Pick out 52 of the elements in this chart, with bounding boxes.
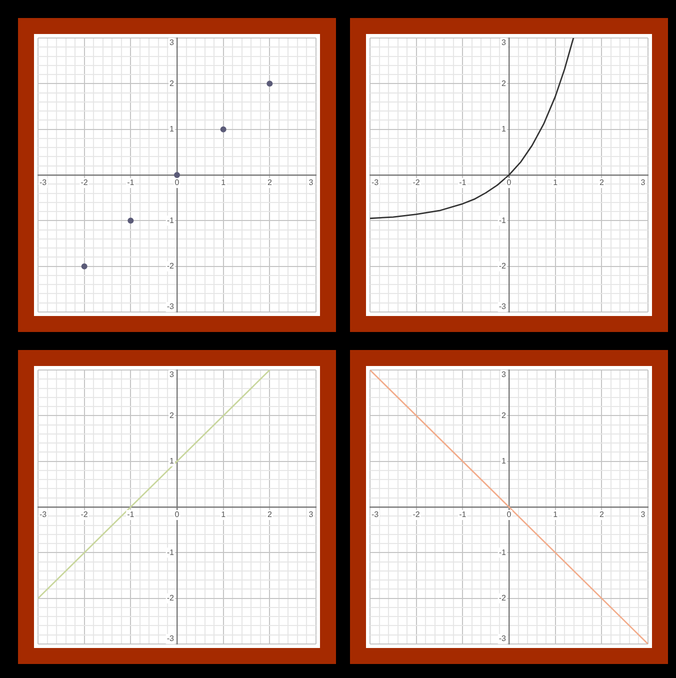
y-tick-label: -3	[166, 302, 175, 312]
y-tick-label: 2	[170, 410, 175, 420]
x-tick-label: 0	[506, 178, 512, 188]
x-tick-label: -1	[127, 178, 135, 188]
x-tick-label: 2	[599, 178, 604, 188]
y-tick-label: -1	[498, 548, 507, 557]
y-tick-label: -2	[498, 262, 507, 271]
y-tick-label: 2	[502, 78, 507, 88]
x-tick-label: -1	[127, 510, 135, 520]
y-tick-label: -1	[166, 548, 175, 557]
y-tick-label: -2	[166, 594, 175, 603]
x-tick-label: 1	[221, 510, 226, 520]
x-tick-label: -3	[371, 510, 380, 520]
y-tick-label: -1	[166, 216, 175, 225]
y-tick-label: -3	[498, 302, 507, 312]
x-tick-label: 2	[267, 510, 272, 520]
x-tick-label: -3	[39, 178, 48, 188]
x-tick-label: -2	[412, 510, 420, 520]
y-tick-label: -3	[166, 634, 175, 644]
x-tick-label: -3	[371, 178, 380, 188]
x-tick-label: -1	[459, 510, 467, 520]
y-tick-label: -1	[498, 216, 507, 225]
y-tick-label: 2	[170, 78, 175, 88]
x-tick-label: -2	[412, 178, 420, 188]
x-tick-label: 1	[553, 178, 558, 188]
x-tick-label: 0	[506, 510, 512, 520]
x-tick-label: 2	[267, 178, 272, 188]
y-tick-label: 3	[170, 38, 175, 48]
y-tick-label: -2	[498, 594, 507, 603]
y-tick-label: 3	[502, 370, 507, 380]
x-tick-label: 0	[174, 178, 180, 188]
x-tick-label: -2	[80, 178, 88, 188]
x-tick-label: 3	[308, 510, 314, 520]
y-tick-label: 1	[170, 124, 175, 134]
y-tick-label: 1	[502, 456, 507, 466]
y-tick-label: 2	[502, 410, 507, 420]
x-tick-label: -3	[39, 510, 48, 520]
x-tick-label: 3	[640, 510, 646, 520]
x-tick-label: 1	[221, 178, 226, 188]
x-tick-label: 2	[599, 510, 604, 520]
y-tick-label: 3	[502, 38, 507, 48]
x-tick-label: 3	[308, 178, 314, 188]
y-tick-label: -3	[498, 634, 507, 644]
x-tick-label: -1	[459, 178, 467, 188]
y-tick-label: 1	[170, 456, 175, 466]
y-tick-label: 1	[502, 124, 507, 134]
x-tick-label: 3	[640, 178, 646, 188]
x-tick-label: 1	[553, 510, 558, 520]
y-tick-label: -2	[166, 262, 175, 271]
x-tick-label: -2	[80, 510, 88, 520]
x-tick-label: 0	[174, 510, 180, 520]
y-tick-label: 3	[170, 370, 175, 380]
